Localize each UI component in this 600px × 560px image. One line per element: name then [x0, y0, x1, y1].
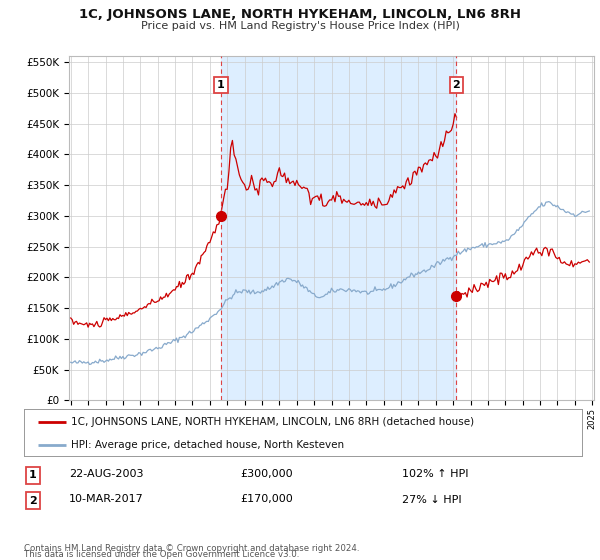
Text: 1: 1 [217, 80, 225, 90]
Text: Price paid vs. HM Land Registry's House Price Index (HPI): Price paid vs. HM Land Registry's House … [140, 21, 460, 31]
Text: 27% ↓ HPI: 27% ↓ HPI [402, 494, 461, 505]
Text: 102% ↑ HPI: 102% ↑ HPI [402, 469, 469, 479]
Text: HPI: Average price, detached house, North Kesteven: HPI: Average price, detached house, Nort… [71, 440, 344, 450]
Bar [221, 56, 457, 400]
Text: 2: 2 [452, 80, 460, 90]
Text: Contains HM Land Registry data © Crown copyright and database right 2024.: Contains HM Land Registry data © Crown c… [24, 544, 359, 553]
Text: £170,000: £170,000 [240, 494, 293, 505]
Text: This data is licensed under the Open Government Licence v3.0.: This data is licensed under the Open Gov… [24, 550, 299, 559]
Text: 2: 2 [29, 496, 37, 506]
Text: £300,000: £300,000 [240, 469, 293, 479]
Text: 22-AUG-2003: 22-AUG-2003 [69, 469, 143, 479]
Text: 1: 1 [29, 470, 37, 480]
Text: 1C, JOHNSONS LANE, NORTH HYKEHAM, LINCOLN, LN6 8RH (detached house): 1C, JOHNSONS LANE, NORTH HYKEHAM, LINCOL… [71, 417, 475, 427]
Text: 10-MAR-2017: 10-MAR-2017 [69, 494, 144, 505]
Text: 1C, JOHNSONS LANE, NORTH HYKEHAM, LINCOLN, LN6 8RH: 1C, JOHNSONS LANE, NORTH HYKEHAM, LINCOL… [79, 8, 521, 21]
